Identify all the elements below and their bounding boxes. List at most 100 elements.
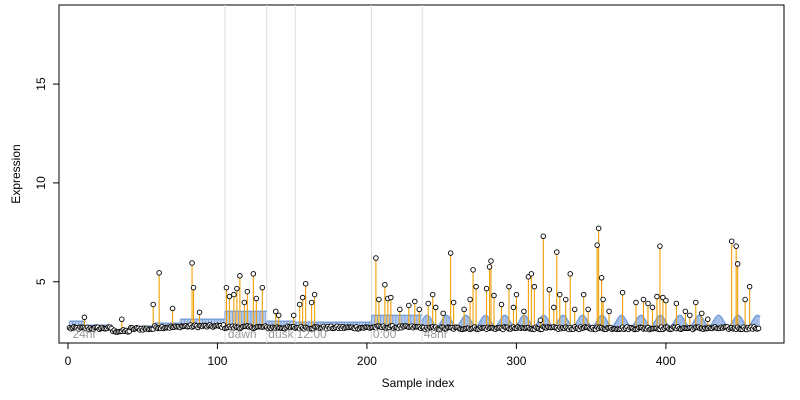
peak-point <box>119 316 125 323</box>
peak-point <box>673 300 680 307</box>
peak-point <box>241 299 248 306</box>
peak-points <box>81 225 753 324</box>
peak-point <box>594 242 600 248</box>
peak-point <box>571 306 578 313</box>
y-axis: 5 10 15 <box>34 77 59 285</box>
peak-point <box>645 300 651 307</box>
peak-point <box>259 284 266 291</box>
peak-point <box>554 249 560 255</box>
peak-point <box>237 273 243 279</box>
peak-point <box>196 309 203 316</box>
peak-point <box>231 291 237 298</box>
segment-label: 12:00 <box>297 327 327 341</box>
peak-point <box>150 301 156 308</box>
peak-point <box>483 285 490 292</box>
peak-point <box>506 283 512 290</box>
peak-point <box>640 296 647 303</box>
peak-point <box>189 260 195 266</box>
peak-point <box>450 299 457 306</box>
peak-point <box>663 297 669 304</box>
peak-point <box>693 299 699 306</box>
peak-point <box>311 291 318 298</box>
y-axis-title: Expression <box>9 144 23 203</box>
x-tick-label: 0 <box>65 354 72 368</box>
peak-point <box>461 306 467 313</box>
segment-label: 48hr <box>424 327 448 341</box>
x-tick-label: 200 <box>357 354 377 368</box>
sample-point <box>755 325 762 332</box>
peak-point <box>226 293 233 300</box>
x-tick-label: 100 <box>207 354 227 368</box>
y-tick-label: 10 <box>34 176 48 190</box>
y-tick-label: 15 <box>34 77 48 91</box>
peak-point <box>510 304 517 311</box>
peak-point <box>244 288 251 295</box>
segment-label: dusk <box>268 327 294 341</box>
peak-point <box>190 284 197 291</box>
peak-point <box>649 304 656 311</box>
peak-point <box>156 270 162 276</box>
peak-point <box>447 250 454 256</box>
peak-point <box>585 306 591 313</box>
x-axis-title: Sample index <box>382 376 455 390</box>
peak-point <box>600 296 606 303</box>
peak-point <box>250 271 257 277</box>
peak-point <box>486 264 493 270</box>
peak-point <box>657 243 663 249</box>
peak-point <box>416 306 423 313</box>
plot-frame <box>58 4 785 344</box>
peak-point <box>580 291 587 298</box>
peak-point <box>388 294 394 301</box>
peak-point <box>746 283 753 290</box>
peak-point <box>432 304 439 311</box>
peak-point <box>376 296 382 303</box>
peak-point <box>705 316 711 323</box>
peak-point <box>546 286 553 293</box>
peak-point <box>687 312 693 319</box>
segment-label: dawn <box>228 327 257 341</box>
peak-point <box>521 308 527 315</box>
peak-point <box>253 295 260 302</box>
peak-point <box>699 310 705 317</box>
peak-point <box>275 312 282 319</box>
peak-point <box>296 301 303 308</box>
peak-point <box>557 291 563 298</box>
y-tick-label: 5 <box>34 278 48 285</box>
peak-point <box>470 267 476 273</box>
peak-point <box>234 285 240 292</box>
peak-point <box>397 306 403 313</box>
baseline-points <box>66 322 762 335</box>
peak-point <box>742 296 748 303</box>
peak-point <box>406 302 412 309</box>
peak-point <box>425 300 431 307</box>
peak-point <box>682 308 689 315</box>
peak-point <box>412 298 418 305</box>
peak-point <box>619 289 626 296</box>
peak-point <box>440 310 446 317</box>
peak-point <box>223 284 230 291</box>
peak-point <box>598 275 605 281</box>
peak-point <box>467 296 473 303</box>
x-axis: 0 100 200 300 400 <box>65 343 676 368</box>
peak-point <box>273 308 279 315</box>
peak-point <box>513 291 520 298</box>
peak-point <box>567 271 573 277</box>
x-tick-label: 300 <box>506 354 526 368</box>
peak-point <box>531 283 538 290</box>
peak-point <box>540 233 547 240</box>
peak-point <box>373 255 379 261</box>
peak-point <box>551 304 557 311</box>
peak-point <box>734 261 741 267</box>
peak-point <box>491 292 497 299</box>
peak-point <box>563 296 569 303</box>
peak-point <box>633 299 639 306</box>
segment-labels: 24hr dawn dusk 12:00 0:00 48hr <box>72 327 447 341</box>
peak-point <box>473 283 479 290</box>
peak-point <box>728 238 735 244</box>
peak-point <box>302 280 309 287</box>
peak-point <box>290 312 297 319</box>
peak-point <box>733 243 739 249</box>
peak-point <box>537 317 544 324</box>
